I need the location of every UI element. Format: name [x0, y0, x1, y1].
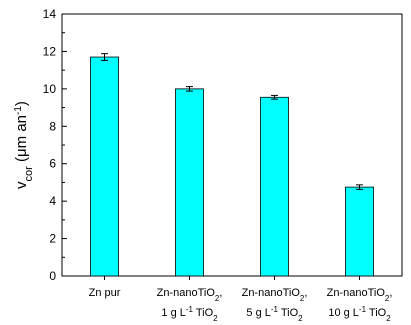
y-tick-label: 6	[49, 157, 56, 171]
bar	[175, 88, 204, 277]
bar	[90, 56, 119, 277]
x-category-label: Zn-nanoTiO2,	[242, 287, 308, 303]
x-category-label: Zn-nanoTiO2,	[157, 287, 223, 303]
y-tick-label: 10	[43, 82, 57, 96]
y-axis-title: vcor (μm an-1)	[13, 101, 36, 189]
y-tick-label: 0	[49, 269, 56, 283]
y-tick-label: 8	[49, 119, 56, 133]
y-tick-label: 14	[43, 7, 57, 21]
x-category-label: 10 g L-1 TiO2	[328, 305, 391, 323]
y-tick-label: 2	[49, 232, 56, 246]
y-tick-label: 4	[49, 194, 56, 208]
x-category-label: 5 g L-1 TiO2	[246, 305, 303, 323]
x-category-label: 1 g L-1 TiO2	[161, 305, 218, 323]
bar	[345, 186, 374, 277]
x-category-label: Zn pur	[89, 287, 121, 299]
x-category-label: Zn-nanoTiO2,	[327, 287, 393, 303]
plot-area: 0 2 4 6 8 10 12 14 Zn pur Zn-nanoTiO2, 1 g L-1 TiO…	[13, 7, 403, 323]
y-tick-label: 12	[43, 44, 57, 58]
bar	[260, 96, 289, 277]
